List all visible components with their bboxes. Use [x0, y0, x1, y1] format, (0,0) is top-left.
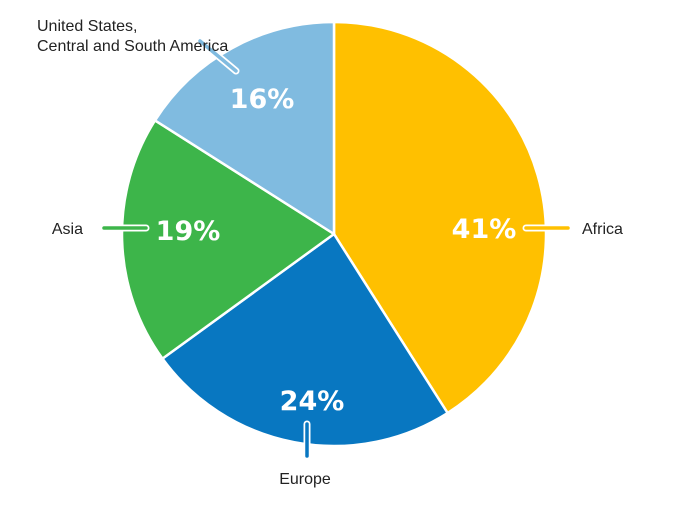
slice-category-label: Europe — [279, 471, 331, 488]
pie-slice-1 — [161, 232, 449, 448]
pie-slice-2 — [120, 119, 336, 360]
slice-category-label: Africa — [582, 221, 623, 238]
slice-value-label: 41% — [452, 214, 517, 245]
slice-value-label: 19% — [156, 216, 221, 247]
slice-value-label: 24% — [280, 386, 345, 417]
pie-slice-3 — [153, 20, 336, 236]
slice-value-label: 16% — [230, 84, 295, 115]
leader-line — [198, 39, 238, 73]
slice-category-label: United States, Central and South America — [37, 18, 228, 55]
slice-category-label: Asia — [52, 221, 83, 238]
